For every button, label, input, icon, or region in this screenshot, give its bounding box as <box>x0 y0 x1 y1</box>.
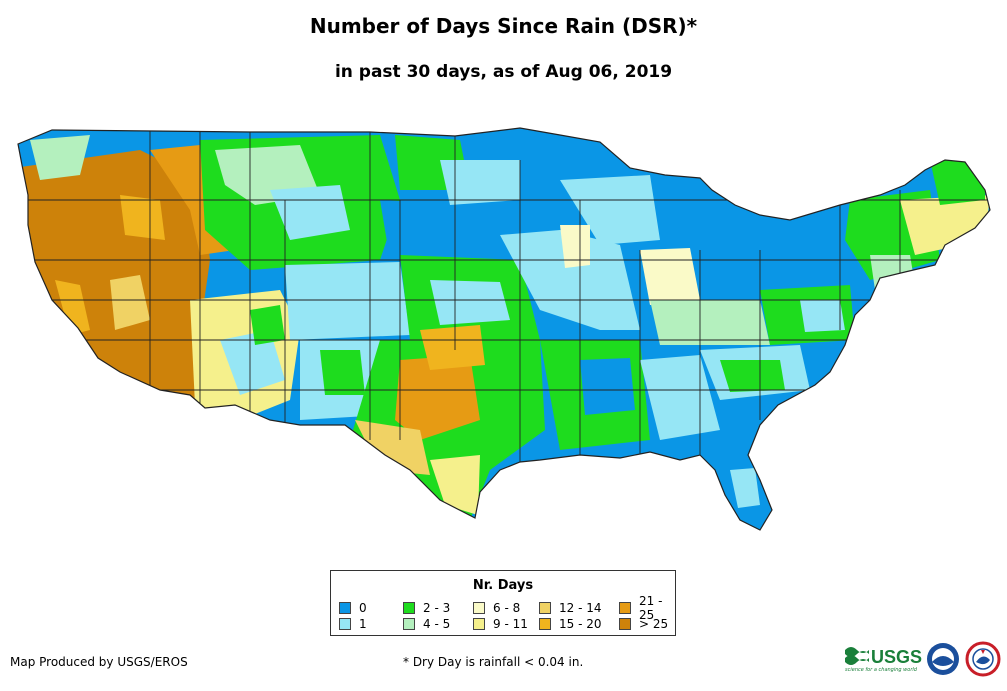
legend-item: 1 <box>339 617 367 631</box>
legend-item: 0 <box>339 601 367 615</box>
legend-swatch <box>473 618 485 630</box>
legend-title: Nr. Days <box>472 578 534 593</box>
usgs-tagline: science for a changing world <box>845 667 918 673</box>
legend-swatch <box>403 618 415 630</box>
legend-label: > 25 <box>639 617 669 631</box>
legend-label: 9 - 11 <box>493 617 528 631</box>
legend-label: 1 <box>359 617 367 631</box>
usgs-wave-icon <box>845 647 869 657</box>
legend-item: > 25 <box>619 617 668 631</box>
legend-label: 21 - 25 <box>639 594 663 622</box>
nws-logo-icon <box>965 641 1001 677</box>
legend-item: 6 - 8 <box>473 601 520 615</box>
usgs-logo: USGS science for a changing world <box>845 647 922 673</box>
legend-label: 15 - 20 <box>559 617 602 631</box>
map-subtitle: in past 30 days, as of Aug 06, 2019 <box>334 62 673 82</box>
legend-label: 4 - 5 <box>423 617 451 631</box>
legend-swatch <box>539 618 551 630</box>
legend-swatch <box>619 602 631 614</box>
legend-label: 6 - 8 <box>493 601 521 615</box>
legend: Nr. Days 0 1 2 - 3 4 - 5 6 - 8 9 - 11 12 - 14 1… <box>330 570 676 636</box>
precip-color-fill <box>18 128 990 530</box>
footnote: * Dry Day is rainfall < 0.04 in. <box>403 655 584 669</box>
legend-item: 12 - 14 <box>539 601 602 615</box>
usgs-logo-text: USGS <box>871 647 922 667</box>
legend-item: 21 - 25 <box>619 594 675 622</box>
map-title: Number of Days Since Rain (DSR)* <box>309 14 698 38</box>
legend-swatch <box>339 618 351 630</box>
credit-text: Map Produced by USGS/EROS <box>10 655 188 669</box>
noaa-logo-icon <box>927 643 959 675</box>
legend-label: 2 - 3 <box>423 601 451 615</box>
us-map <box>0 115 1007 545</box>
legend-swatch <box>539 602 551 614</box>
legend-swatch <box>339 602 351 614</box>
legend-item: 2 - 3 <box>403 601 450 615</box>
legend-item: 15 - 20 <box>539 617 602 631</box>
legend-label: 0 <box>359 601 367 615</box>
legend-item: 4 - 5 <box>403 617 450 631</box>
legend-item: 9 - 11 <box>473 617 528 631</box>
legend-swatch <box>619 618 631 630</box>
agency-logos: USGS science for a changing world <box>843 640 1003 680</box>
legend-swatch <box>403 602 415 614</box>
legend-swatch <box>473 602 485 614</box>
legend-label: 12 - 14 <box>559 601 602 615</box>
